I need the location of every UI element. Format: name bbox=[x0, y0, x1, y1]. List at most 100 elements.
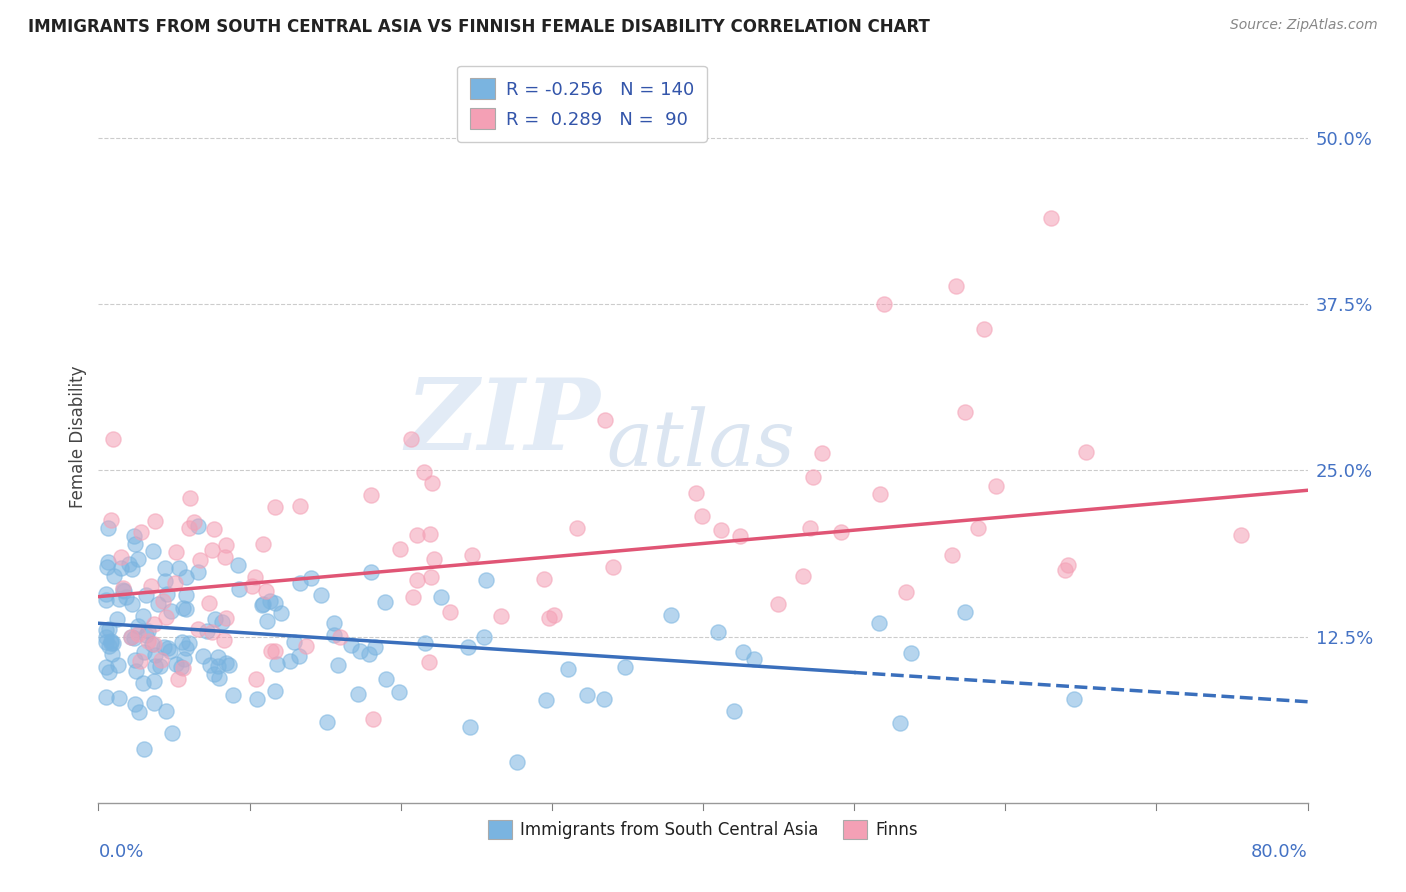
Point bbox=[347, 687, 370, 701]
Point bbox=[322, 628, 344, 642]
Point bbox=[143, 637, 166, 651]
Point bbox=[973, 321, 995, 335]
Point bbox=[389, 541, 412, 556]
Point bbox=[132, 608, 155, 623]
Point bbox=[141, 579, 163, 593]
Point bbox=[204, 666, 226, 681]
Point bbox=[472, 630, 495, 644]
Point bbox=[240, 579, 263, 593]
Point bbox=[405, 573, 427, 587]
Point bbox=[135, 628, 157, 642]
Point bbox=[533, 572, 555, 586]
Point bbox=[945, 279, 967, 293]
Point bbox=[246, 691, 269, 706]
Point bbox=[118, 558, 141, 572]
Point bbox=[388, 685, 411, 699]
Point bbox=[105, 612, 128, 626]
Point bbox=[710, 523, 733, 537]
Point bbox=[413, 636, 436, 650]
Point bbox=[198, 658, 221, 673]
Point bbox=[290, 499, 312, 513]
Point bbox=[156, 640, 179, 655]
Point bbox=[197, 596, 219, 610]
Point bbox=[149, 659, 172, 673]
Point bbox=[295, 640, 318, 654]
Point bbox=[160, 725, 183, 739]
Point bbox=[153, 561, 176, 575]
Point bbox=[159, 643, 181, 657]
Point bbox=[103, 568, 125, 582]
Point bbox=[953, 404, 976, 418]
Point bbox=[148, 597, 170, 611]
Point bbox=[364, 640, 387, 655]
Point bbox=[1063, 691, 1085, 706]
Point bbox=[742, 652, 765, 666]
Point bbox=[323, 616, 346, 631]
Point bbox=[226, 558, 249, 572]
Point bbox=[201, 542, 224, 557]
Point bbox=[733, 645, 755, 659]
Y-axis label: Female Disability: Female Disability bbox=[69, 366, 87, 508]
Point bbox=[360, 487, 382, 501]
Point bbox=[270, 606, 292, 620]
Point bbox=[143, 514, 166, 528]
Point bbox=[94, 659, 117, 673]
Point bbox=[250, 599, 273, 613]
Text: Source: ZipAtlas.com: Source: ZipAtlas.com bbox=[1230, 18, 1378, 32]
Point bbox=[97, 556, 120, 570]
Point bbox=[143, 659, 166, 673]
Point bbox=[98, 665, 121, 679]
Point bbox=[326, 657, 349, 672]
Point bbox=[94, 587, 117, 601]
Point bbox=[278, 655, 301, 669]
Point bbox=[614, 659, 637, 673]
Point bbox=[143, 673, 166, 688]
Point bbox=[264, 596, 287, 610]
Point bbox=[165, 545, 187, 559]
Point bbox=[170, 635, 193, 649]
Point bbox=[349, 644, 371, 658]
Point bbox=[134, 742, 156, 756]
Point bbox=[602, 559, 624, 574]
Point bbox=[290, 576, 312, 591]
Point bbox=[173, 652, 195, 666]
Point bbox=[728, 529, 751, 543]
Point bbox=[256, 614, 278, 628]
Point bbox=[340, 638, 363, 652]
Point bbox=[120, 630, 142, 644]
Point bbox=[283, 634, 305, 648]
Point bbox=[707, 625, 730, 640]
Point bbox=[100, 636, 122, 650]
Point bbox=[423, 552, 446, 566]
Point bbox=[101, 647, 124, 661]
Point bbox=[430, 590, 453, 604]
Point bbox=[172, 601, 194, 615]
Point bbox=[132, 675, 155, 690]
Point bbox=[155, 704, 177, 718]
Point bbox=[187, 623, 209, 637]
Point bbox=[124, 697, 146, 711]
Point bbox=[868, 615, 890, 630]
Point bbox=[506, 755, 529, 769]
Point bbox=[489, 609, 512, 624]
Point bbox=[165, 657, 187, 672]
Point bbox=[575, 688, 598, 702]
Point bbox=[420, 570, 443, 584]
Point bbox=[138, 633, 160, 648]
Point bbox=[122, 631, 145, 645]
Point bbox=[155, 609, 177, 624]
Point bbox=[537, 611, 560, 625]
Point bbox=[112, 581, 135, 595]
Point bbox=[160, 604, 183, 618]
Point bbox=[460, 548, 482, 562]
Point bbox=[187, 565, 209, 579]
Point bbox=[183, 515, 205, 529]
Point bbox=[124, 664, 146, 678]
Point bbox=[799, 521, 821, 535]
Point bbox=[208, 671, 231, 685]
Point bbox=[204, 612, 226, 626]
Point bbox=[399, 432, 422, 446]
Point bbox=[766, 597, 789, 611]
Point bbox=[984, 479, 1007, 493]
Point bbox=[593, 692, 616, 706]
